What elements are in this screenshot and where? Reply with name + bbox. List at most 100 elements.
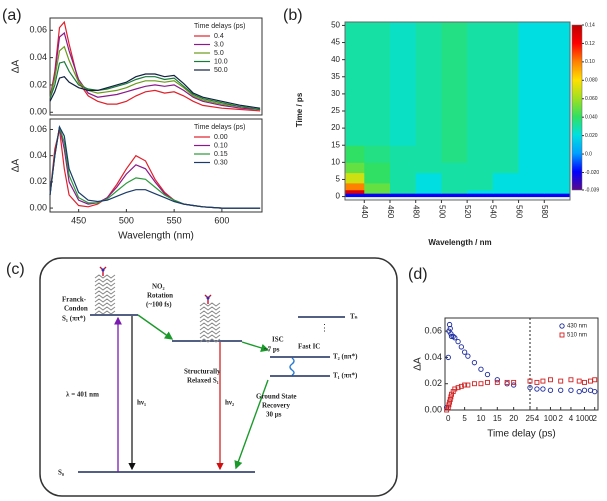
point [534,386,540,392]
x-tick-label: 560 [514,205,523,219]
diagram-text: (~100 fs) [146,301,172,309]
legend-label: 3.0 [214,41,224,48]
heatmap-cell [518,128,545,146]
heatmap-cell [467,162,494,174]
heatmap-cell [441,93,468,129]
point [471,360,478,366]
x-tick-label: 100 [544,414,558,423]
heatmap-cell [467,189,494,194]
heatmap-cell [441,25,468,61]
heatmap-cell [345,189,365,194]
colorbar-tick-label: 0.080 [585,78,598,84]
x-tick-label: 600 [214,215,229,225]
diagram-text: ISC [272,336,284,344]
heatmap-cell [415,162,442,174]
x-tick-label: 460 [386,205,395,219]
y-tick-label: 0.04 [29,52,47,62]
heatmap-cell [364,59,391,95]
y-tick-label: 45 [331,38,340,47]
colorbar-tick-label: 0.10 [585,59,595,65]
molecule-ring [94,306,116,315]
legend-label: 0.4 [214,33,224,40]
point [511,382,517,388]
point [445,404,451,410]
diagram-text: hν₁ [137,399,146,407]
x-tick-label: 15 [493,414,502,423]
y-tick-label: 40 [331,55,340,64]
heatmap-cell [544,128,571,146]
point [461,349,468,355]
point [465,353,471,359]
series-line [49,126,261,209]
series-line [49,31,261,111]
heatmap-cell [518,145,545,163]
point [447,325,453,332]
panel-label: (d) [408,266,428,283]
heatmap-cell [415,182,442,191]
x-tick-label: 4 [535,414,540,423]
colorbar [571,24,583,191]
y-tick-label: 0.02 [424,378,442,388]
heatmap-cell [441,162,468,174]
x-tick-label: 10 [477,414,486,423]
diagram-text: T₁ (ππ*) [333,372,358,380]
y-tick-label: 30 [331,89,340,98]
heatmap-cell [544,22,571,26]
point [485,379,490,385]
point [558,378,564,384]
heatmap-cell [390,22,417,26]
heatmap-cell [518,162,545,174]
heatmap-cell [544,162,571,174]
ellipsis: ⋮ [320,322,329,332]
legend-label: 5.0 [214,50,224,57]
heatmap-cell [544,59,571,95]
diagram-text: S₁ (ππ*) [62,315,86,323]
heatmap-cell [441,22,468,26]
colorbar-tick-label: 0.12 [585,41,595,47]
molecules [94,266,221,343]
diagram-text: Tₙ [350,313,358,321]
heatmap-cell [390,182,417,191]
plot-frame [49,118,263,213]
x-tick-label: 4 [569,414,574,423]
point [452,335,458,341]
series-line [49,60,261,111]
heatmap-cell [415,128,442,146]
diagram-text: 30 μs [266,411,282,419]
x-tick-label: 540 [489,205,498,219]
heatmap-cell [492,182,520,191]
heatmap-cell [467,22,494,26]
diagram-text: ~7 ps [264,346,280,354]
point [494,379,500,385]
y-axis-label: ΔA [413,357,424,371]
heatmap-cell [441,145,468,163]
plot-frame [444,317,599,411]
point [504,381,510,387]
x-tick-label: 500 [437,205,446,219]
y-tick-label: 0.06 [29,124,47,134]
point [576,378,582,384]
point [527,378,533,384]
legend-label: 0.15 [214,151,228,158]
heatmap-cell [364,172,391,184]
point [447,397,453,402]
point [452,386,458,392]
diagram-text: Rotation [147,292,173,300]
heatmap-cell [415,193,442,198]
heatmap-cell [518,172,545,184]
diagram-text: Ground State [256,393,297,401]
heatmap-cell [467,93,494,129]
point [494,377,500,383]
heatmap-cell [364,182,391,191]
molecule-ring [199,310,221,319]
x-axis-label: Wavelength / nm [428,238,491,247]
legend-title: Time delays (ps) [194,23,245,30]
x-tick-label: 25 [526,414,535,423]
point [548,377,553,383]
x-tick-label: 450 [71,215,86,225]
legend-label: 510 nm [567,333,587,339]
point [540,386,546,392]
heatmap-cell [467,59,494,95]
diagram-text: Condon [64,305,88,313]
